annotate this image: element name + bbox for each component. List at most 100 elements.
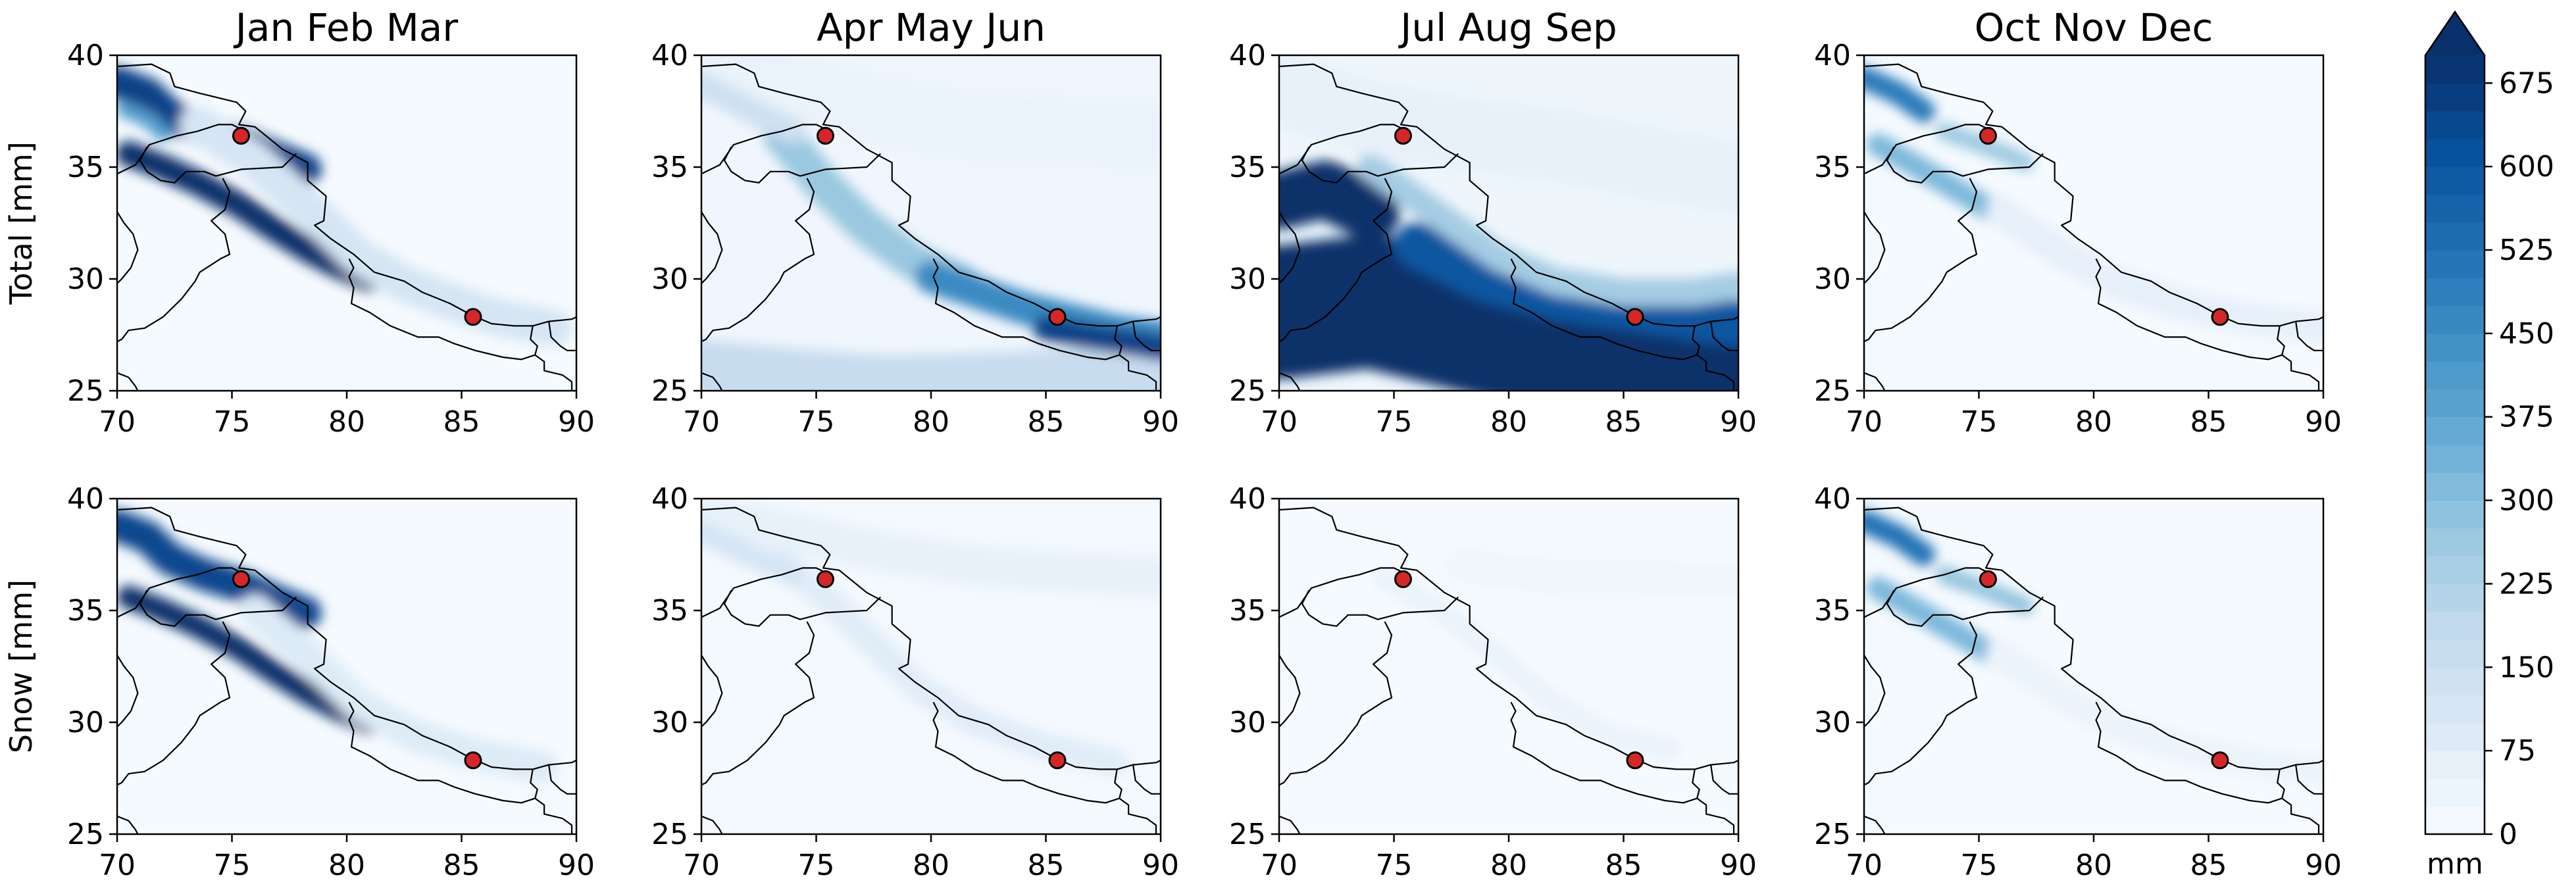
- border-line: [117, 63, 576, 327]
- precip-band: [179, 106, 572, 347]
- map-panel: 70 75 80 85 90 25 30 35 40 Snow [mm]: [3, 482, 595, 882]
- y-tick-label: 35: [1814, 151, 1851, 184]
- colorbar-step: [2425, 389, 2485, 418]
- station-marker: [464, 751, 482, 770]
- y-tick-label: 25: [1814, 374, 1851, 408]
- x-tick-label: 80: [1490, 405, 1527, 439]
- border-line: [1864, 178, 1978, 343]
- border-line: [1696, 797, 1735, 834]
- border-line: [701, 507, 1161, 770]
- y-tick-label: 35: [1229, 594, 1266, 628]
- precipitation-field: [701, 55, 1161, 391]
- border-line: [2295, 764, 2323, 795]
- y-tick-label: 25: [67, 818, 104, 851]
- country-borders: [701, 63, 1161, 391]
- border-line: [2095, 258, 2285, 360]
- row-label: Snow [mm]: [3, 580, 39, 753]
- colorbar: 0 75 150 225 300 375 450 525 600 675 mm: [2424, 10, 2554, 881]
- border-line: [2281, 797, 2320, 834]
- border-line: [1710, 321, 1738, 351]
- border-line: [1864, 621, 1978, 786]
- y-tick-label: 30: [67, 262, 104, 296]
- x-tick-label: 85: [2190, 849, 2227, 882]
- precip-band: [1985, 639, 2323, 788]
- x-tick-label: 70: [99, 849, 136, 882]
- y-tick-label: 40: [651, 482, 688, 516]
- border-line: [701, 655, 723, 728]
- colorbar-step: [2425, 472, 2485, 501]
- precip-band: [1935, 565, 2034, 616]
- colorbar-step: [2425, 111, 2485, 139]
- x-tick-label: 80: [913, 405, 949, 439]
- border-line: [348, 258, 538, 360]
- precip-band: [701, 520, 805, 587]
- border-line: [117, 621, 231, 786]
- border-line: [548, 764, 576, 795]
- x-tick-label: 70: [1846, 849, 1882, 882]
- border-line: [723, 146, 881, 184]
- map-panel: 70 75 80 85 90 25 30 35 40 Oct Nov Dec: [1814, 5, 2342, 439]
- x-tick-label: 90: [558, 405, 595, 439]
- border-line: [1279, 124, 1408, 175]
- y-tick-label: 30: [651, 262, 688, 296]
- precip-band: [1033, 315, 1161, 361]
- x-tick-label: 75: [214, 405, 251, 439]
- country-borders: [1279, 63, 1738, 391]
- border-line: [1279, 211, 1301, 284]
- country-borders: [117, 507, 576, 834]
- y-tick-label: 40: [67, 482, 104, 516]
- border-line: [701, 211, 723, 284]
- x-tick-label: 85: [443, 849, 480, 882]
- precipitation-field: [1371, 547, 1738, 761]
- y-tick-label: 30: [1229, 262, 1266, 296]
- border-line: [1301, 589, 1459, 627]
- border-line: [1132, 764, 1161, 795]
- station-marker: [1626, 751, 1644, 770]
- y-tick-label: 30: [1229, 706, 1266, 739]
- border-line: [932, 258, 1123, 360]
- colorbar-step: [2425, 806, 2485, 835]
- precipitation-field: [701, 499, 1161, 777]
- y-tick-label: 25: [67, 374, 104, 408]
- x-tick-label: 90: [2305, 405, 2342, 439]
- precip-band: [768, 547, 1129, 777]
- precip-band: [701, 55, 1161, 170]
- precip-band: [1985, 195, 2323, 345]
- x-tick-label: 80: [913, 849, 949, 882]
- row-label: Total [mm]: [3, 141, 39, 305]
- border-line: [1279, 815, 1301, 834]
- precipitation-field: [117, 66, 572, 347]
- border-line: [1864, 567, 1993, 618]
- x-tick-label: 70: [1261, 849, 1298, 882]
- x-tick-label: 70: [99, 405, 136, 439]
- precip-band: [1371, 565, 1681, 761]
- precip-band: [701, 339, 1161, 391]
- colorbar-step: [2425, 556, 2485, 585]
- colorbar-tick-label: 225: [2499, 567, 2554, 601]
- field-background: [1864, 55, 2323, 391]
- map-panel: 70 75 80 85 90 25 30 35 40: [651, 482, 1179, 882]
- border-line: [1279, 63, 1738, 327]
- border-line: [1279, 372, 1301, 391]
- x-tick-label: 80: [1490, 849, 1527, 882]
- x-tick-label: 75: [1961, 849, 1998, 882]
- x-tick-label: 80: [328, 405, 365, 439]
- border-line: [2295, 321, 2323, 351]
- border-line: [1279, 621, 1393, 786]
- border-line: [701, 372, 723, 391]
- x-tick-label: 90: [2305, 849, 2342, 882]
- station-marker: [2211, 308, 2229, 326]
- colorbar-step: [2425, 751, 2485, 780]
- border-line: [117, 507, 576, 770]
- border-line: [2095, 701, 2285, 804]
- precip-band: [117, 585, 382, 734]
- border-line: [1864, 124, 1993, 175]
- colorbar-step: [2425, 278, 2485, 307]
- colorbar-extend-max: [2425, 12, 2485, 55]
- y-tick-label: 35: [1814, 594, 1851, 628]
- colorbar-outline: [2424, 10, 2486, 835]
- x-tick-label: 70: [1846, 405, 1882, 439]
- border-line: [1279, 567, 1408, 618]
